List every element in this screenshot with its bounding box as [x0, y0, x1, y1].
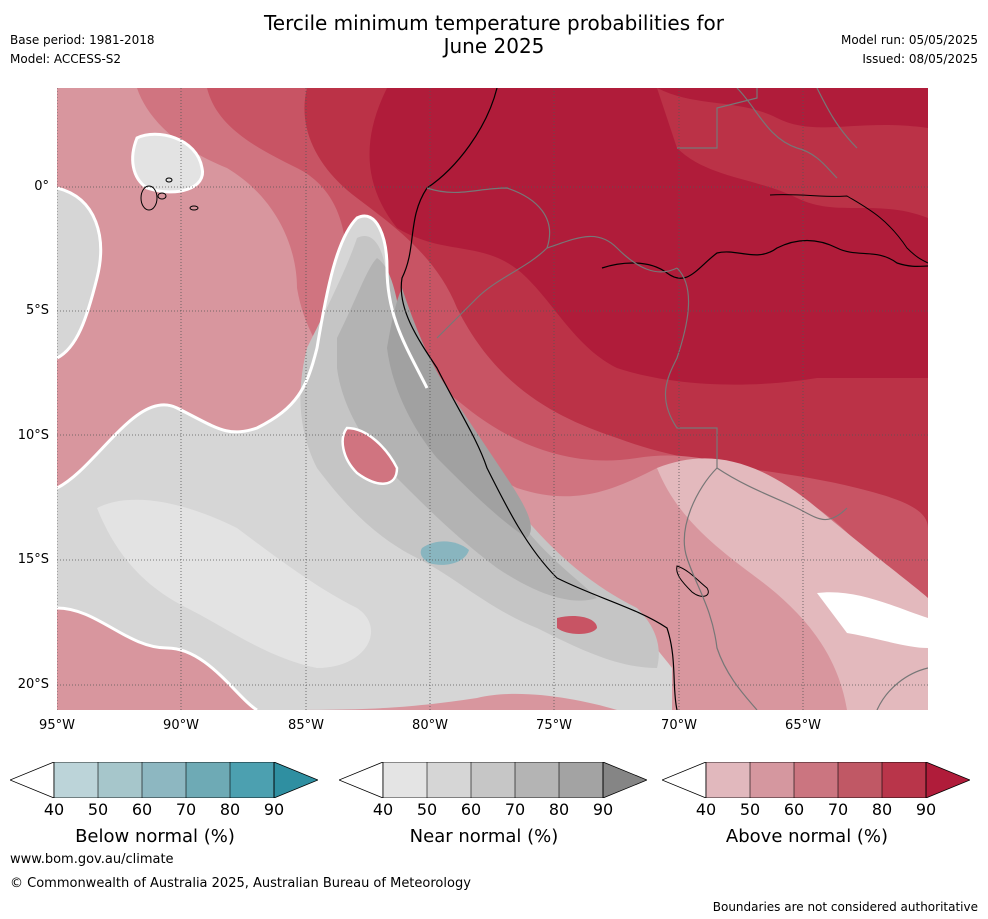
cb-below-seg-2: [98, 762, 142, 798]
graticule: [57, 88, 928, 710]
cb-below-seg-4: [186, 762, 230, 798]
cb-below-tick-70: 70: [175, 800, 197, 819]
map-region-below-normal: [420, 541, 469, 565]
cb-above-tick-80: 80: [871, 800, 893, 819]
cb-below-seg-3: [142, 762, 186, 798]
title-line-2: June 2025: [443, 34, 545, 58]
cb-above-tick-40: 40: [695, 800, 717, 819]
lake-titicaca: [676, 565, 709, 597]
lon-label-75w: 75°W: [536, 718, 572, 733]
cb-above-title: Above normal (%): [725, 826, 889, 847]
cb-near-seg-3: [471, 762, 515, 798]
cb-above-seg-3: [794, 762, 838, 798]
cb-below-arrow-right: [273, 762, 318, 798]
cb-near-tick-50: 50: [416, 800, 438, 819]
model-run: Model run: 05/05/2025: [840, 33, 978, 47]
model-name: Model: ACCESS-S2: [10, 52, 122, 66]
lon-label-65w: 65°W: [785, 718, 821, 733]
cb-near-arrow-right: [602, 762, 647, 798]
title-line-1: Tercile minimum temperature probabilitie…: [263, 11, 725, 35]
colorbar-below-normal: [10, 762, 318, 798]
map-region-near-north: [57, 188, 101, 358]
copyright: © Commonwealth of Australia 2025, Austra…: [10, 876, 471, 891]
cb-near-tick-70: 70: [504, 800, 526, 819]
map-region-above-80-north: [657, 88, 928, 218]
cb-above-tick-60: 60: [783, 800, 805, 819]
issued-date: Issued: 08/05/2025: [862, 52, 978, 66]
cb-below-tick-90: 90: [263, 800, 285, 819]
contour-white-1: [57, 214, 429, 490]
colorbar-above-normal: [662, 762, 970, 798]
lon-label-85w: 85°W: [288, 718, 324, 733]
map-region-near-40: [97, 499, 372, 668]
amazon-river: [601, 239, 928, 279]
cb-below-seg-5: [230, 762, 274, 798]
lon-label-80w: 80°W: [412, 718, 448, 733]
cb-below-tick-50: 50: [87, 800, 109, 819]
cb-above-tick-50: 50: [739, 800, 761, 819]
colorbar-near-normal: [339, 762, 647, 798]
lat-label-20s: 20°S: [17, 677, 49, 692]
cb-above-seg-1: [706, 762, 750, 798]
coastline: [400, 88, 678, 710]
galapagos-islands: [140, 177, 199, 211]
boundary-disclaimer: Boundaries are not considered authoritat…: [712, 900, 978, 914]
lat-label-0: 0°: [34, 179, 49, 194]
cb-near-tick-60: 60: [460, 800, 482, 819]
cb-near-seg-2: [427, 762, 471, 798]
cb-above-arrow-right: [925, 762, 970, 798]
cb-below-arrow-left: [10, 762, 55, 798]
map-region-above-pocket-2: [557, 616, 597, 634]
cb-near-tick-80: 80: [548, 800, 570, 819]
map-region-above-40: [657, 458, 928, 710]
cb-above-tick-70: 70: [827, 800, 849, 819]
cb-above-seg-5: [882, 762, 926, 798]
cb-below-tick-60: 60: [131, 800, 153, 819]
lon-label-95w: 95°W: [39, 718, 75, 733]
contour-white-4: [131, 132, 204, 194]
cb-near-seg-1: [383, 762, 427, 798]
lat-label-10s: 10°S: [17, 428, 49, 443]
cb-near-seg-5: [559, 762, 603, 798]
cb-below-seg-1: [54, 762, 98, 798]
map-region-near-galapagos: [132, 134, 203, 192]
cb-below-title: Below normal (%): [75, 826, 235, 847]
map-region-low-confidence: [817, 592, 928, 648]
contour-white-5: [341, 426, 399, 485]
cb-near-seg-4: [515, 762, 559, 798]
cb-near-tick-40: 40: [372, 800, 394, 819]
lon-label-90w: 90°W: [163, 718, 199, 733]
river-north: [769, 194, 928, 264]
page-title: Tercile minimum temperature probabilitie…: [234, 12, 754, 58]
probability-map: [57, 88, 928, 710]
website-link[interactable]: www.bom.gov.au/climate: [10, 852, 174, 867]
cb-above-tick-90: 90: [915, 800, 937, 819]
cb-near-title: Near normal (%): [409, 826, 559, 847]
cb-near-arrow-left: [339, 762, 384, 798]
lon-label-70w: 70°W: [661, 718, 697, 733]
map-region-near-80: [387, 288, 531, 538]
cb-above-seg-2: [750, 762, 794, 798]
map-region-above-pocket: [342, 428, 397, 484]
base-period: Base period: 1981-2018: [10, 33, 155, 47]
cb-near-tick-90: 90: [592, 800, 614, 819]
cb-below-tick-40: 40: [43, 800, 65, 819]
lat-label-5s: 5°S: [25, 303, 49, 318]
cb-above-arrow-left: [662, 762, 707, 798]
country-borders: [426, 88, 928, 710]
cb-above-seg-4: [838, 762, 882, 798]
lat-label-15s: 15°S: [17, 552, 49, 567]
cb-below-tick-80: 80: [219, 800, 241, 819]
contour-white-3: [57, 186, 103, 360]
contour-white-2: [57, 606, 258, 710]
